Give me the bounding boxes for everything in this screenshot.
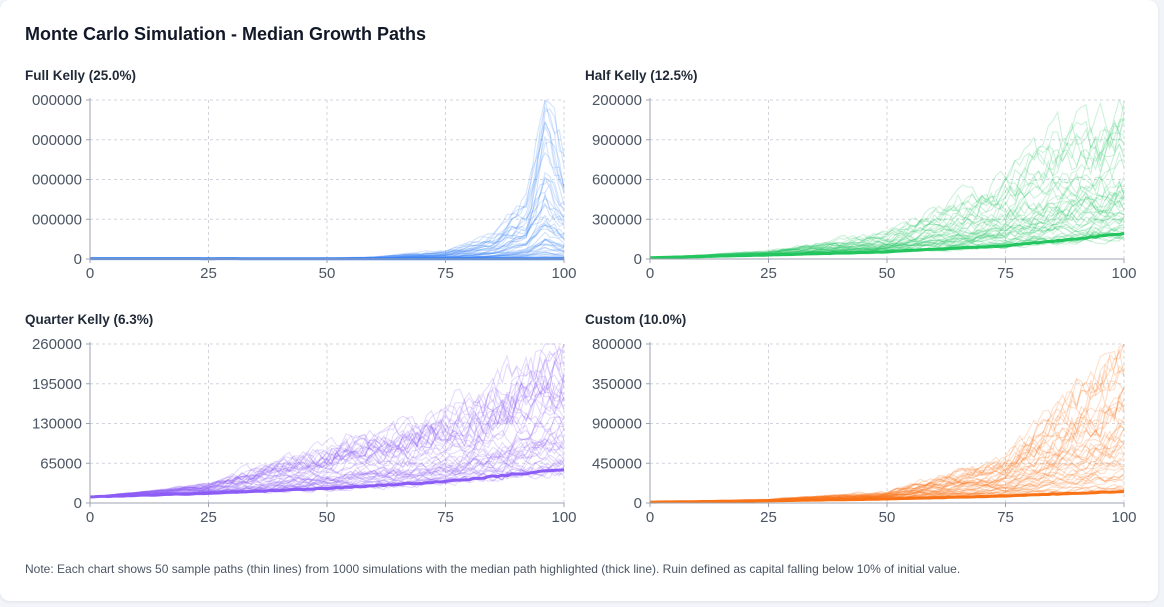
sample-path: [649, 150, 1125, 259]
y-tick-label: 0: [634, 495, 642, 512]
sample-path: [89, 428, 565, 498]
footnote: Note: Each chart shows 50 sample paths (…: [25, 562, 961, 576]
x-tick-label: 25: [200, 265, 217, 282]
x-tick-label: 100: [551, 509, 576, 526]
sample-path: [89, 424, 565, 498]
x-tick-label: 50: [879, 509, 896, 526]
x-tick-label: 75: [997, 265, 1014, 282]
y-tick-label: 350000: [592, 376, 642, 393]
sample-path: [89, 369, 565, 498]
sample-path: [89, 390, 565, 498]
sample-path: [89, 391, 565, 498]
y-tick-label: 300000: [592, 211, 642, 228]
y-tick-label: 450000: [592, 455, 642, 472]
chart-title-full-kelly: Full Kelly (25.0%): [25, 68, 137, 83]
y-tick-label: 65000: [40, 455, 82, 472]
sample-path: [89, 416, 565, 498]
chart-title-quarter-kelly: Quarter Kelly (6.3%): [25, 312, 154, 327]
grid: [90, 343, 565, 503]
y-tick-label: 195000: [32, 376, 82, 393]
y-tick-label: 800000: [592, 336, 642, 353]
sample-path: [89, 350, 565, 498]
page-title: Monte Carlo Simulation - Median Growth P…: [25, 24, 427, 44]
sample-path: [89, 380, 565, 498]
sample-path: [89, 395, 565, 498]
sample-path: [89, 434, 565, 498]
y-tick-label: 000000: [32, 211, 82, 228]
median-path: [89, 468, 565, 499]
chart-half-kelly: 0 300000 600000 900000 200000 0 25 50 75 100: [592, 92, 1137, 282]
chart-custom: 0 450000 900000 350000 800000 0 25 50 75 100: [592, 336, 1137, 526]
x-tick-label: 100: [1111, 265, 1136, 282]
sample-path: [89, 378, 565, 498]
chart-title-half-kelly: Half Kelly (12.5%): [585, 68, 698, 83]
sample-path: [89, 396, 565, 498]
sample-path: [89, 381, 565, 498]
grid: [650, 343, 1125, 503]
y-tick-label: 900000: [592, 132, 642, 149]
x-tick-label: 25: [760, 509, 777, 526]
x-tick-label: 75: [437, 509, 454, 526]
sample-path: [89, 384, 565, 498]
x-tick-label: 50: [319, 265, 336, 282]
median-path: [650, 490, 1125, 504]
sample-path: [89, 358, 565, 498]
y-tick-label: 900000: [592, 416, 642, 433]
sample-path: [649, 139, 1125, 259]
x-tick-label: 75: [437, 265, 454, 282]
y-tick-label: 600000: [592, 172, 642, 189]
sample-path: [649, 132, 1125, 259]
y-tick-label: 000000: [32, 172, 82, 189]
y-tick-label: 000000: [32, 92, 82, 109]
sample-path: [89, 343, 565, 498]
sample-path: [89, 380, 565, 498]
sample-path: [89, 343, 565, 498]
x-tick-label: 0: [86, 509, 94, 526]
sample-path: [89, 372, 565, 498]
x-tick-label: 75: [997, 509, 1014, 526]
sample-path: [89, 348, 565, 498]
grid: [90, 99, 565, 259]
x-tick-label: 0: [86, 265, 94, 282]
chart-title-custom: Custom (10.0%): [585, 312, 687, 327]
y-tick-label: 130000: [32, 416, 82, 433]
x-tick-label: 0: [646, 265, 654, 282]
x-tick-label: 50: [879, 265, 896, 282]
x-tick-label: 0: [646, 509, 654, 526]
y-tick-label: 260000: [32, 336, 82, 353]
y-tick-label: 0: [74, 251, 82, 268]
median-path: [649, 231, 1125, 260]
chart-quarter-kelly: 0 65000 130000 195000 260000 0 25 50 75 100: [32, 336, 577, 526]
sample-path: [89, 416, 565, 498]
x-tick-label: 25: [760, 265, 777, 282]
y-tick-label: 0: [634, 251, 642, 268]
x-tick-label: 100: [551, 265, 576, 282]
x-tick-label: 100: [1111, 509, 1136, 526]
sample-path: [89, 360, 565, 498]
sample-path: [649, 98, 1125, 259]
x-tick-label: 50: [319, 509, 336, 526]
sample-path: [89, 416, 565, 498]
grid: [650, 99, 1125, 259]
sample-path: [89, 408, 564, 498]
y-tick-label: 0: [74, 495, 82, 512]
sample-path: [89, 370, 565, 498]
sample-path: [89, 426, 565, 498]
x-tick-label: 25: [200, 509, 217, 526]
sample-path: [649, 101, 1125, 259]
sample-path: [89, 360, 565, 498]
sample-path: [89, 411, 565, 498]
sample-paths: [89, 343, 565, 498]
sample-path: [89, 345, 565, 498]
sample-path: [649, 179, 1125, 259]
y-tick-label: 000000: [32, 132, 82, 149]
sample-path: [89, 343, 565, 498]
y-tick-label: 200000: [592, 92, 642, 109]
sample-path: [649, 101, 1125, 259]
sample-path: [649, 129, 1125, 259]
sample-path: [649, 119, 1125, 259]
sample-path: [649, 118, 1125, 259]
